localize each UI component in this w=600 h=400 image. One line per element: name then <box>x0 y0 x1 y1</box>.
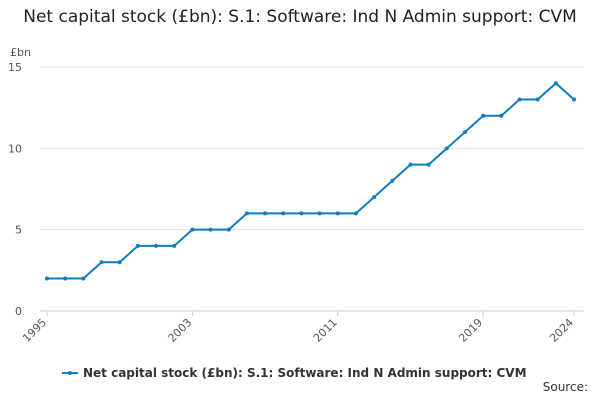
legend-swatch-point <box>68 371 72 375</box>
point <box>481 113 486 118</box>
point <box>63 276 68 281</box>
point <box>135 243 140 248</box>
point <box>353 211 358 216</box>
point <box>263 211 268 216</box>
x-tick-label: 1995 <box>20 316 49 345</box>
point <box>226 227 231 232</box>
y-tick-label: 5 <box>15 224 22 237</box>
point <box>81 276 86 281</box>
point <box>335 211 340 216</box>
point <box>535 97 540 102</box>
point <box>208 227 213 232</box>
point <box>154 243 159 248</box>
point <box>553 81 558 86</box>
y-tick-label: 0 <box>15 305 22 318</box>
point <box>190 227 195 232</box>
point <box>572 97 576 102</box>
point <box>317 211 322 216</box>
point <box>117 260 122 265</box>
point <box>244 211 249 216</box>
point <box>408 162 413 167</box>
y-unit: £bn <box>10 46 31 59</box>
point <box>426 162 431 167</box>
chart-title: Net capital stock (£bn): S.1: Software: … <box>23 7 577 27</box>
point <box>99 260 104 265</box>
x-tick-label: 2003 <box>166 316 195 345</box>
point <box>444 146 449 151</box>
point <box>281 211 286 216</box>
point <box>172 243 177 248</box>
x-tick-label: 2011 <box>311 316 340 345</box>
line <box>47 81 575 280</box>
point <box>462 130 467 135</box>
point <box>45 276 49 281</box>
point <box>372 195 377 200</box>
y-tick-label: 15 <box>8 61 22 74</box>
point <box>499 113 504 118</box>
point <box>299 211 304 216</box>
point <box>517 97 522 102</box>
legend-label: Net capital stock (£bn): S.1: Software: … <box>83 366 527 380</box>
x-tick-label: 2024 <box>547 316 576 345</box>
point <box>390 178 395 183</box>
source: Source: <box>543 380 588 394</box>
x-tick-label: 2019 <box>456 316 485 345</box>
y-tick-label: 10 <box>8 142 22 155</box>
